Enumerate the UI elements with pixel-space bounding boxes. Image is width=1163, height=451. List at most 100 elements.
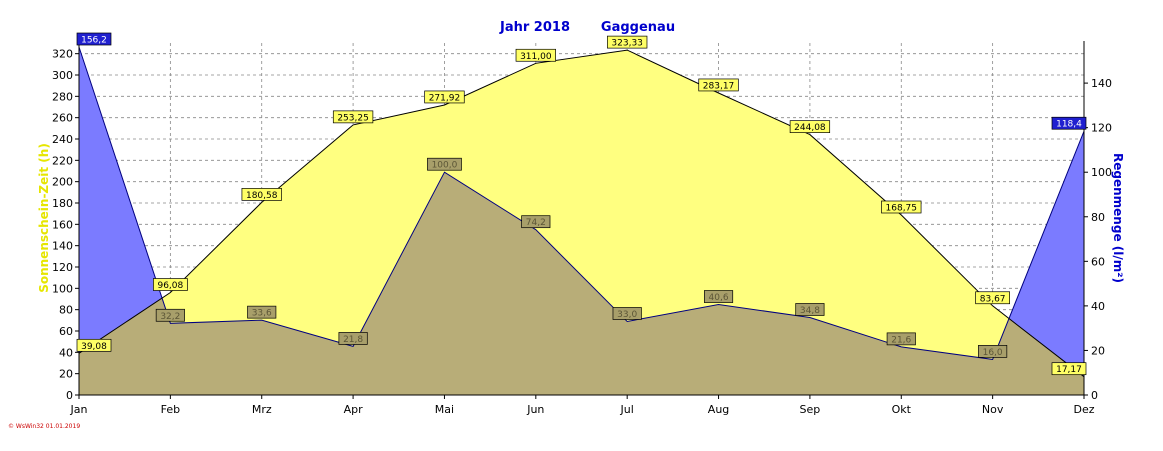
left-tick-label: 100: [52, 282, 73, 295]
sunshine-data-label-box: [789, 120, 831, 133]
left-tick-label: 280: [52, 90, 73, 103]
x-tick-label: Jan: [70, 403, 88, 416]
right-tick-label: 0: [1091, 389, 1098, 402]
left-tick-label: 200: [52, 176, 73, 189]
sunshine-data-label: 323,33: [607, 35, 648, 49]
sunshine-data-label-box: [515, 48, 556, 62]
left-tick-label: 140: [52, 240, 73, 253]
sunshine-data-label-box: [1051, 362, 1087, 376]
sunshine-line: [78, 49, 1085, 378]
right-tick-label: 120: [1091, 122, 1112, 135]
rain-data-label: 74,2: [521, 215, 551, 229]
rain-data-label-text: 33,0: [617, 310, 637, 320]
sunshine-data-label-box: [975, 291, 1010, 305]
sunshine-data-label-text: 39,08: [81, 342, 107, 352]
rain-data-label-text: 34,8: [800, 306, 820, 316]
left-tick-label: 120: [52, 261, 73, 274]
rain-line: [78, 46, 1085, 360]
sunshine-data-label: 17,17: [1051, 362, 1087, 376]
sunshine-data-label-text: 311,00: [520, 52, 552, 62]
sunshine-data-label-text: 283,17: [703, 81, 735, 91]
sunshine-data-label: 168,75: [881, 200, 922, 214]
sunshine-data-label-text: 253,25: [337, 113, 369, 123]
rain-data-label: 21,8: [338, 332, 368, 345]
rain-data-label-box: [338, 332, 368, 345]
sunshine-data-label-text: 17,17: [1056, 365, 1082, 375]
right-tick-label: 80: [1091, 211, 1105, 224]
sunshine-data-label-text: 323,33: [611, 39, 643, 49]
sunshine-data-label: 244,08: [789, 120, 831, 133]
x-tick-label: Mai: [435, 403, 454, 416]
rain-data-label-box: [76, 32, 112, 46]
left-tick-label: 220: [52, 154, 73, 167]
x-tick-label: Dez: [1073, 403, 1094, 416]
left-tick-label: 260: [52, 112, 73, 125]
left-tick-label: 0: [66, 389, 73, 402]
sunshine-data-label: 283,17: [698, 78, 739, 92]
sunshine-data-label-text: 271,92: [429, 93, 461, 103]
rain-data-label-box: [521, 215, 551, 229]
right-axis-label: Regenmenge (l/m²): [1111, 153, 1125, 283]
data-labels: 39,08 96,08 180,58 253,25 271,92 311,00 323,33…: [76, 32, 1087, 376]
sunshine-data-label: 253,25: [332, 110, 374, 124]
sunshine-data-label-box: [698, 78, 739, 92]
left-tick-label: 240: [52, 133, 73, 146]
left-tick-label: 40: [59, 346, 73, 359]
rain-data-label-box: [886, 332, 916, 346]
left-tick-label: 80: [59, 304, 73, 317]
rain-data-label-box: [247, 305, 277, 319]
rain-data-label-box: [978, 345, 1008, 358]
sunshine-data-label-box: [332, 110, 374, 124]
sunshine-data-label: 180,58: [241, 188, 282, 201]
rain-data-label-text: 40,6: [709, 293, 729, 303]
sunshine-data-label-text: 83,67: [980, 294, 1006, 304]
left-tick-label: 60: [59, 325, 73, 338]
sunshine-data-label-box: [424, 90, 465, 104]
rain-data-label: 34,8: [795, 303, 825, 316]
x-tick-label: Jul: [620, 403, 634, 416]
rain-data-label-text: 21,6: [891, 335, 911, 345]
rain-data-label-box: [427, 157, 462, 171]
sunshine-data-label-box: [76, 338, 112, 352]
left-tick-label: 20: [59, 368, 73, 381]
rain-data-label: 16,0: [978, 345, 1008, 358]
rain-data-label-box: [155, 308, 185, 322]
rain-data-label-box: [612, 307, 642, 320]
sunshine-area: [79, 50, 1084, 395]
sunshine-data-label-text: 168,75: [886, 204, 918, 214]
sunshine-data-label-box: [153, 278, 188, 291]
right-tick-label: 40: [1091, 300, 1105, 313]
sunshine-data-label: 311,00: [515, 48, 556, 62]
x-tick-label: Aug: [708, 403, 729, 416]
right-tick-label: 20: [1091, 344, 1105, 357]
x-tick-label: Sep: [800, 403, 821, 416]
x-tick-label: Okt: [892, 403, 912, 416]
rain-data-label-text: 32,2: [160, 312, 180, 322]
chart-title-year: Jahr 2018: [499, 20, 570, 35]
left-tick-label: 300: [52, 69, 73, 82]
rain-data-label-text: 118,4: [1056, 120, 1082, 130]
left-tick-label: 180: [52, 197, 73, 210]
rain-data-label-text: 100,0: [432, 161, 458, 171]
rain-data-label-text: 16,0: [983, 348, 1003, 358]
rain-data-label-text: 156,2: [81, 36, 107, 46]
sunshine-data-label-box: [607, 35, 648, 49]
right-tick-label: 140: [1091, 77, 1112, 90]
x-tick-label: Nov: [982, 403, 1004, 416]
rain-data-label-box: [703, 290, 734, 303]
chart-title-location: Gaggenau: [601, 20, 675, 35]
sunshine-data-label-text: 244,08: [794, 123, 826, 133]
rain-data-label: 100,0: [427, 157, 462, 171]
sunshine-data-label: 271,92: [424, 90, 465, 104]
rain-data-label: 21,6: [886, 332, 916, 346]
right-tick-label: 100: [1091, 166, 1112, 179]
rain-data-label: 32,2: [155, 308, 185, 322]
rain-data-label: 33,0: [612, 307, 642, 320]
rain-data-label-box: [795, 303, 825, 316]
footer-copyright: © WsWin32 01.01.2019: [8, 423, 80, 430]
sunshine-data-label: 96,08: [153, 278, 188, 291]
axes: 0204060801001201401601802002202402602803…: [52, 41, 1112, 416]
series-areas: [78, 46, 1085, 395]
